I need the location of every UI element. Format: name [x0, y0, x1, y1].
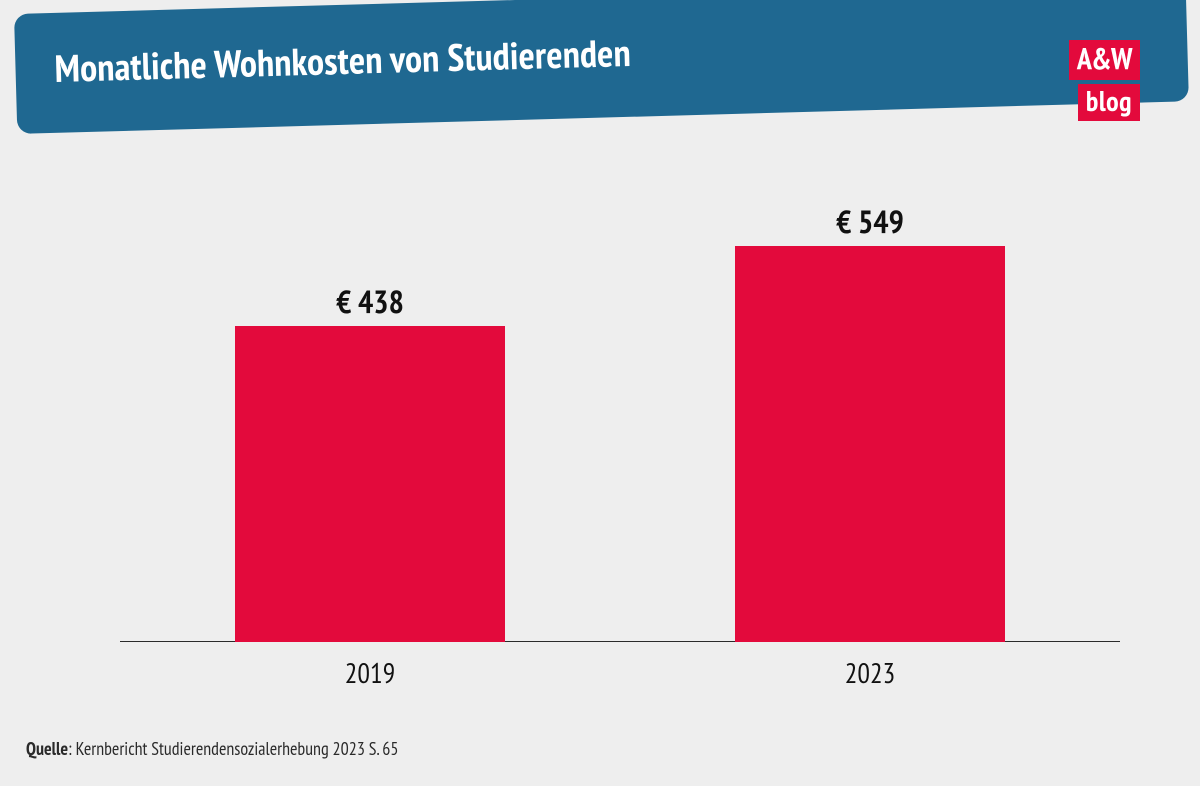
brand-logo: A&W blog	[1069, 40, 1140, 121]
bar-category-label: 2023	[735, 654, 1005, 691]
source-label: Quelle	[26, 737, 68, 760]
logo-line-1: A&W	[1069, 40, 1140, 80]
chart-plot-area: € 4382019 € 5492023	[120, 246, 1120, 642]
bar-value-label: € 438	[235, 280, 505, 322]
source-text: : Kernbericht Studierendensozialerhebung…	[68, 737, 398, 760]
header: Monatliche Wohnkosten von Studierenden A…	[14, 14, 1186, 134]
bar: € 4382019	[235, 326, 505, 642]
source-caption: Quelle: Kernbericht Studierendensozialer…	[26, 737, 399, 760]
bar-value-label: € 549	[735, 200, 1005, 242]
bar-chart: € 4382019 € 5492023	[120, 210, 1120, 686]
bar: € 5492023	[735, 246, 1005, 642]
bar-category-label: 2019	[235, 654, 505, 691]
logo-line-2: blog	[1078, 84, 1140, 121]
bar-fill	[235, 326, 505, 642]
bar-fill	[735, 246, 1005, 642]
